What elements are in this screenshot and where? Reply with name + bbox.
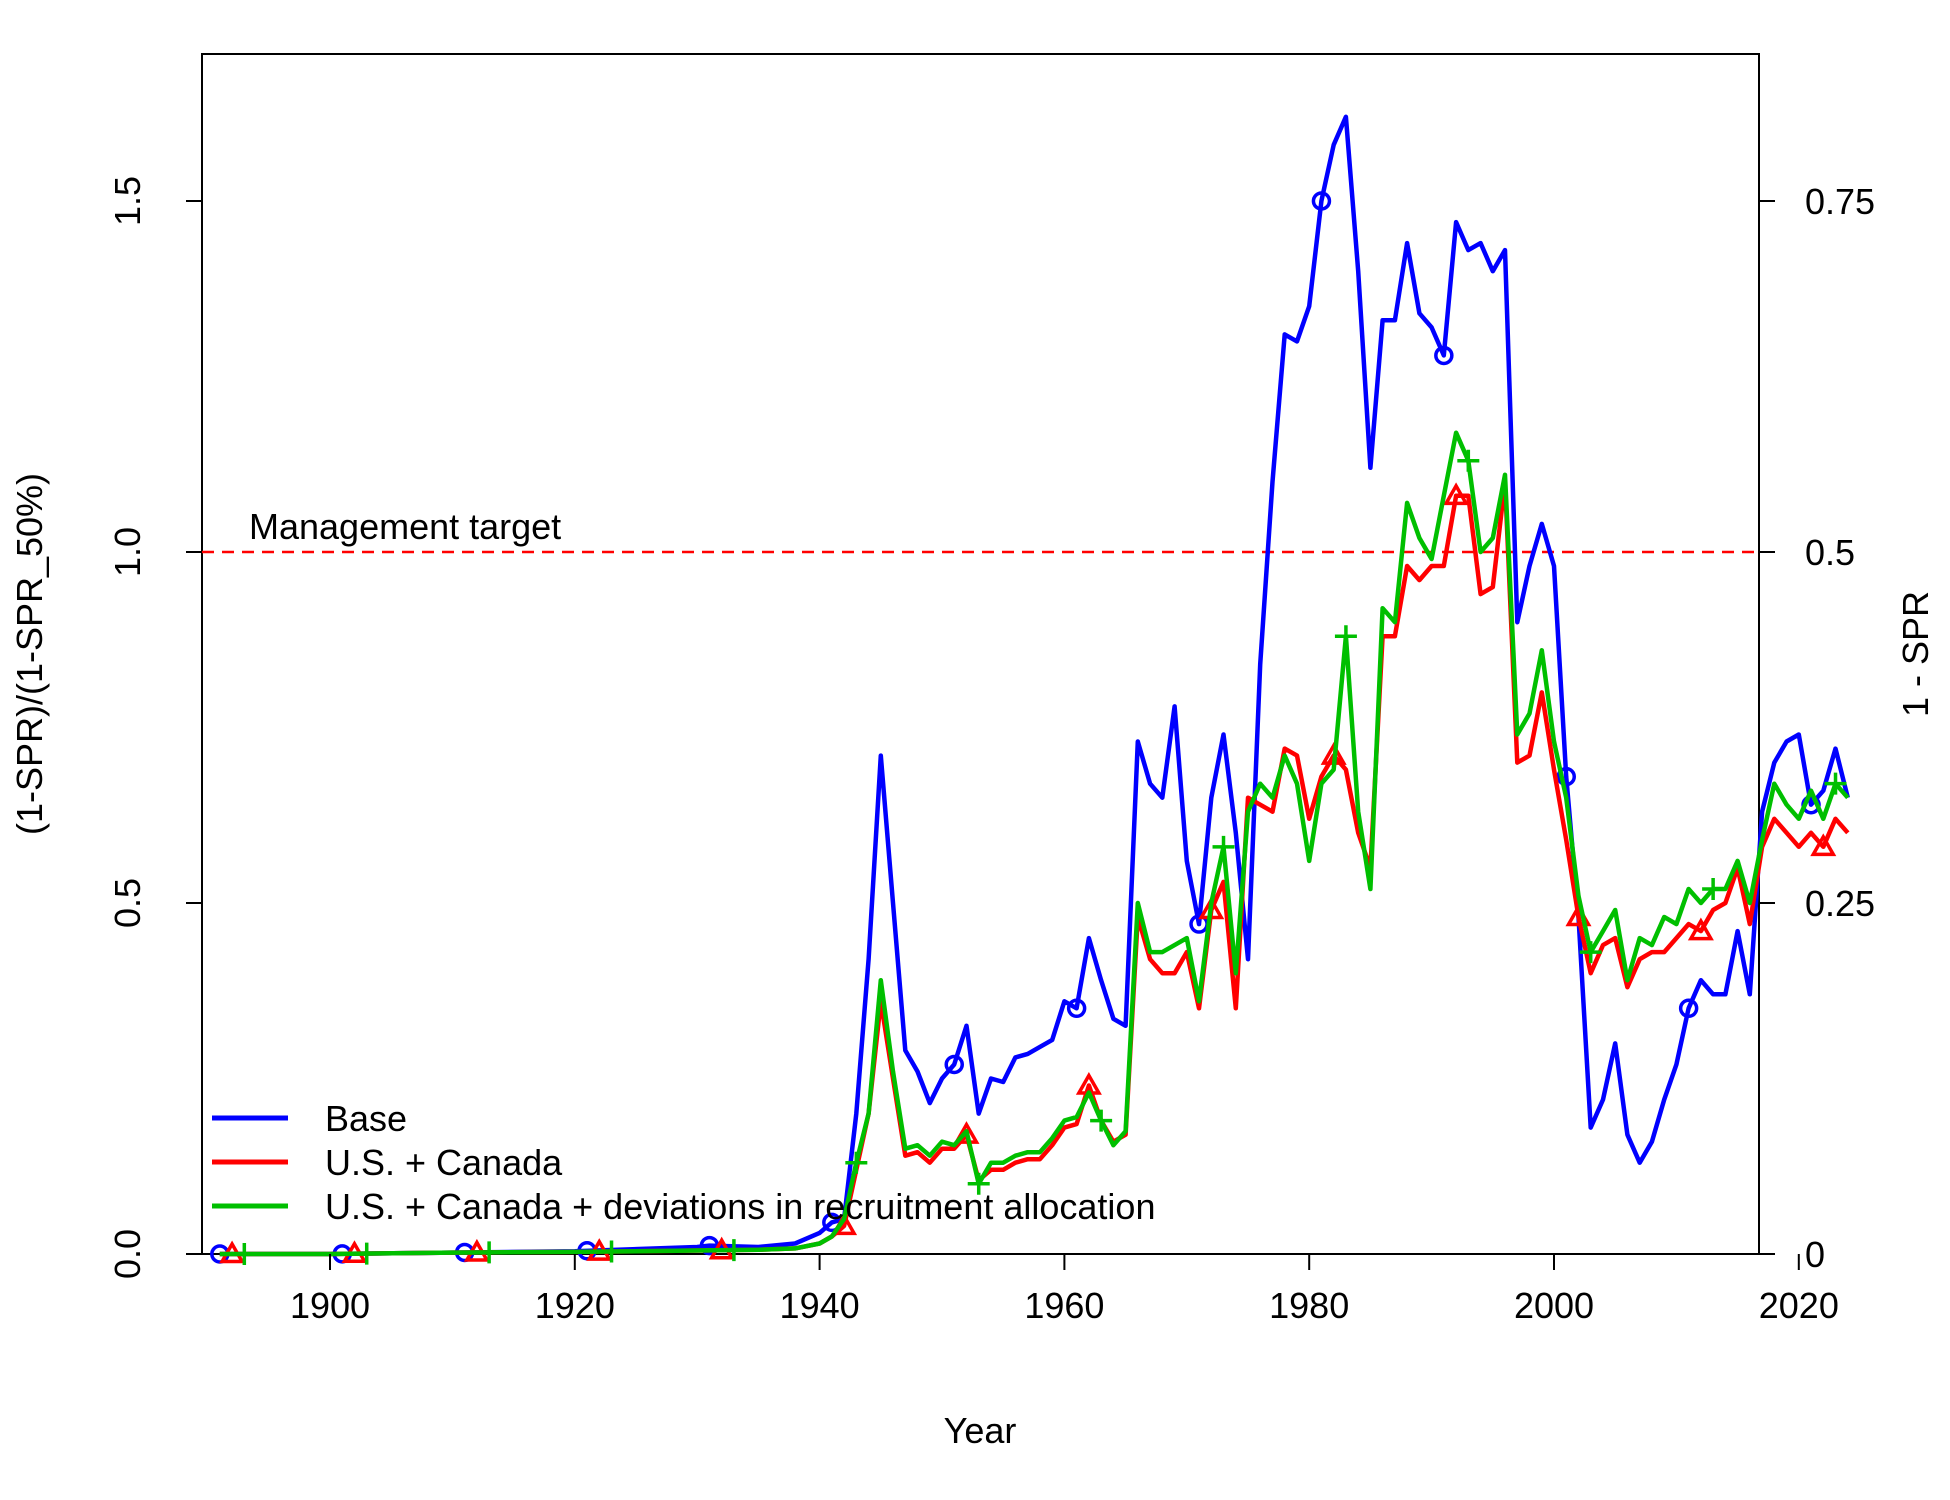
x-tick-label: 1960: [1024, 1285, 1104, 1326]
x-tick-label: 2000: [1514, 1285, 1594, 1326]
point-marker: [1334, 625, 1357, 648]
point-marker: [1434, 345, 1454, 366]
y-tick-label-left: 1.0: [107, 527, 148, 577]
x-tick-label: 2020: [1759, 1285, 1839, 1326]
y-tick-label-left: 0.5: [107, 878, 148, 928]
series-us-canada-deviations: [219, 430, 1850, 1265]
point-marker: [944, 1054, 964, 1075]
point-marker: [478, 1241, 501, 1264]
point-marker: [1311, 191, 1332, 211]
point-marker: [1678, 998, 1699, 1019]
point-marker: [1212, 835, 1235, 858]
point-marker: [355, 1242, 378, 1265]
legend: Base U.S. + Canada U.S. + Canada + devia…: [212, 1098, 1155, 1227]
x-tick-label: 1980: [1269, 1285, 1349, 1326]
point-marker: [233, 1243, 256, 1265]
point-marker: [1443, 482, 1470, 506]
y-axis-label-left: (1-SPR)/(1-SPR_50%): [9, 473, 50, 835]
point-marker: [1556, 766, 1576, 787]
x-tick-label: 1940: [780, 1285, 860, 1326]
series-line-us-canada: [219, 479, 1850, 1257]
point-marker: [845, 1151, 868, 1174]
x-tick-label: 1920: [535, 1285, 615, 1326]
y-axis-label-right: 1 - SPR: [1895, 591, 1936, 717]
point-marker: [1702, 877, 1725, 900]
point-marker: [1066, 998, 1087, 1019]
point-marker: [1810, 833, 1837, 857]
point-marker: [1579, 941, 1602, 964]
legend-label-base: Base: [325, 1098, 407, 1139]
series-line-base: [219, 114, 1850, 1257]
legend-label-us-canada-deviations: U.S. + Canada + deviations in recruitmen…: [325, 1186, 1155, 1227]
axes-layer: 1900 1920 1940 1960 1980 2000 2020 0.0 0.5 1.0 1.5…: [107, 176, 1875, 1326]
point-marker: [1457, 449, 1480, 472]
y-tick-label-left: 1.5: [107, 176, 148, 226]
series-base: [210, 114, 1850, 1264]
plot-frame: [201, 53, 1760, 1255]
series-line-us-canada-deviations: [219, 430, 1850, 1257]
x-axis-label: Year: [944, 1410, 1017, 1451]
y-tick-label-left: 0.0: [107, 1229, 148, 1279]
point-marker: [953, 1121, 980, 1144]
y-tick-label-right: 0.75: [1805, 181, 1875, 222]
point-marker: [1824, 772, 1847, 795]
point-marker: [1090, 1109, 1113, 1132]
point-marker: [967, 1172, 990, 1195]
y-tick-label-right: 0.25: [1805, 883, 1875, 924]
point-marker: [722, 1239, 745, 1262]
point-marker: [600, 1240, 623, 1263]
legend-label-us-canada: U.S. + Canada: [325, 1142, 563, 1183]
series-layer: [210, 114, 1850, 1265]
y-tick-label-right: 0: [1805, 1234, 1825, 1275]
x-tick-label: 1900: [290, 1285, 370, 1326]
point-marker: [1687, 917, 1714, 941]
y-tick-label-right: 0.5: [1805, 532, 1855, 573]
reference-line-label: Management target: [249, 506, 561, 547]
